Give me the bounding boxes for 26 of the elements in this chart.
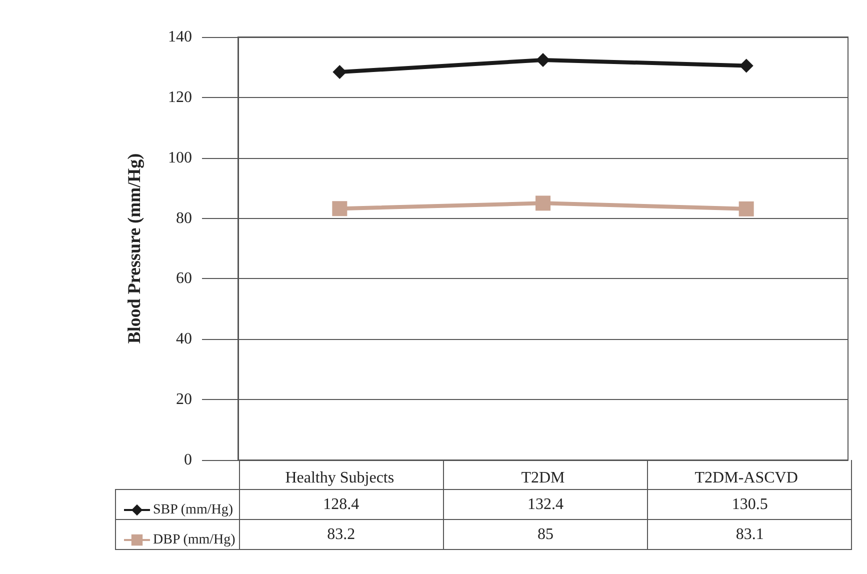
- data-label: 130.5: [648, 490, 852, 520]
- y-axis-title: Blood Pressure (mm/Hg): [124, 153, 144, 344]
- point: [739, 58, 754, 73]
- y-tick-label: 20: [176, 391, 192, 408]
- y-tick-label: 60: [176, 270, 192, 288]
- legend-label: SBP (mm/Hg): [153, 502, 234, 518]
- y-tick-label: 0: [184, 452, 192, 468]
- y-tick-label: 140: [168, 28, 192, 46]
- legend-label: DBP (mm/Hg): [153, 532, 236, 548]
- point: [536, 196, 550, 211]
- point: [332, 201, 348, 216]
- y-tick-label: 120: [168, 88, 192, 106]
- point: [536, 52, 550, 67]
- data-label: 83.1: [648, 520, 852, 550]
- y-tick-label: 80: [176, 210, 192, 227]
- point: [332, 65, 347, 80]
- point: [738, 201, 754, 216]
- y-tick-label: 40: [176, 330, 192, 348]
- data-label: 85: [443, 520, 648, 550]
- x-tick-label: T2DM-ASCVD: [694, 470, 798, 486]
- x-tick-label: T2DM: [521, 470, 565, 486]
- data-label: 132.4: [443, 490, 648, 520]
- data-label: 128.4: [239, 490, 444, 520]
- y-tick-label: 100: [168, 149, 192, 166]
- data-label: 83.2: [239, 520, 444, 550]
- x-tick-label: Healthy Subjects: [285, 470, 394, 486]
